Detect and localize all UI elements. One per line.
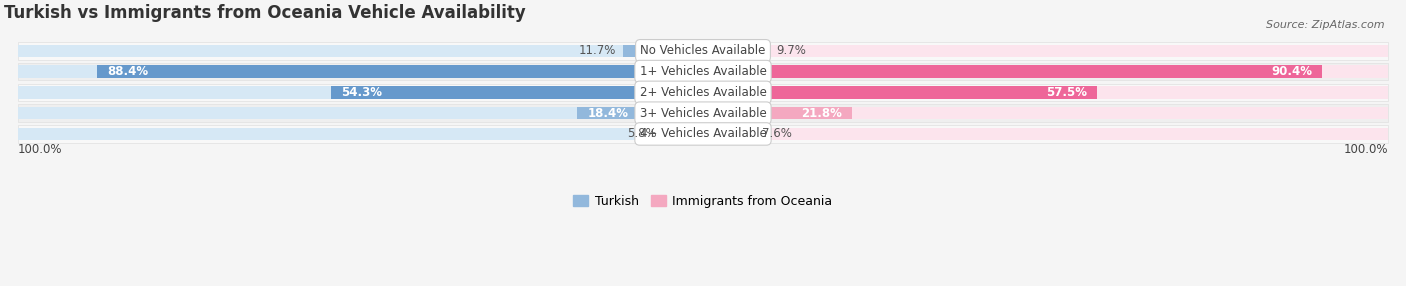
- Text: 88.4%: 88.4%: [108, 65, 149, 78]
- Bar: [576, 107, 703, 119]
- Bar: [703, 107, 852, 119]
- Bar: [703, 45, 769, 57]
- Text: 1+ Vehicles Available: 1+ Vehicles Available: [640, 65, 766, 78]
- Text: 5.8%: 5.8%: [627, 128, 657, 140]
- Bar: [18, 107, 703, 119]
- Bar: [703, 128, 1388, 140]
- Text: 11.7%: 11.7%: [579, 44, 616, 57]
- Text: No Vehicles Available: No Vehicles Available: [640, 44, 766, 57]
- Bar: [664, 128, 703, 140]
- Bar: [18, 86, 703, 99]
- Text: 7.6%: 7.6%: [762, 128, 792, 140]
- Bar: [703, 45, 1388, 57]
- Text: 54.3%: 54.3%: [342, 86, 382, 99]
- Bar: [703, 128, 755, 140]
- Text: 2+ Vehicles Available: 2+ Vehicles Available: [640, 86, 766, 99]
- Bar: [703, 107, 1388, 119]
- Bar: [97, 65, 703, 78]
- Text: 21.8%: 21.8%: [801, 107, 842, 120]
- Bar: [18, 42, 1388, 59]
- Bar: [623, 45, 703, 57]
- Text: 57.5%: 57.5%: [1046, 86, 1087, 99]
- Bar: [703, 65, 1323, 78]
- Text: 4+ Vehicles Available: 4+ Vehicles Available: [640, 128, 766, 140]
- Text: 9.7%: 9.7%: [776, 44, 806, 57]
- Text: 100.0%: 100.0%: [1344, 143, 1388, 156]
- Text: Turkish vs Immigrants from Oceania Vehicle Availability: Turkish vs Immigrants from Oceania Vehic…: [4, 4, 526, 22]
- Bar: [18, 63, 1388, 80]
- Bar: [330, 86, 703, 99]
- Bar: [703, 65, 1388, 78]
- Text: 3+ Vehicles Available: 3+ Vehicles Available: [640, 107, 766, 120]
- Bar: [18, 104, 1388, 122]
- Text: 90.4%: 90.4%: [1271, 65, 1312, 78]
- Bar: [18, 84, 1388, 101]
- Bar: [703, 86, 1388, 99]
- Text: Source: ZipAtlas.com: Source: ZipAtlas.com: [1267, 20, 1385, 30]
- Text: 18.4%: 18.4%: [588, 107, 628, 120]
- Bar: [18, 45, 703, 57]
- Bar: [18, 125, 1388, 143]
- Text: 100.0%: 100.0%: [18, 143, 62, 156]
- Legend: Turkish, Immigrants from Oceania: Turkish, Immigrants from Oceania: [568, 190, 838, 213]
- Bar: [703, 86, 1097, 99]
- Bar: [18, 128, 703, 140]
- Bar: [18, 65, 703, 78]
